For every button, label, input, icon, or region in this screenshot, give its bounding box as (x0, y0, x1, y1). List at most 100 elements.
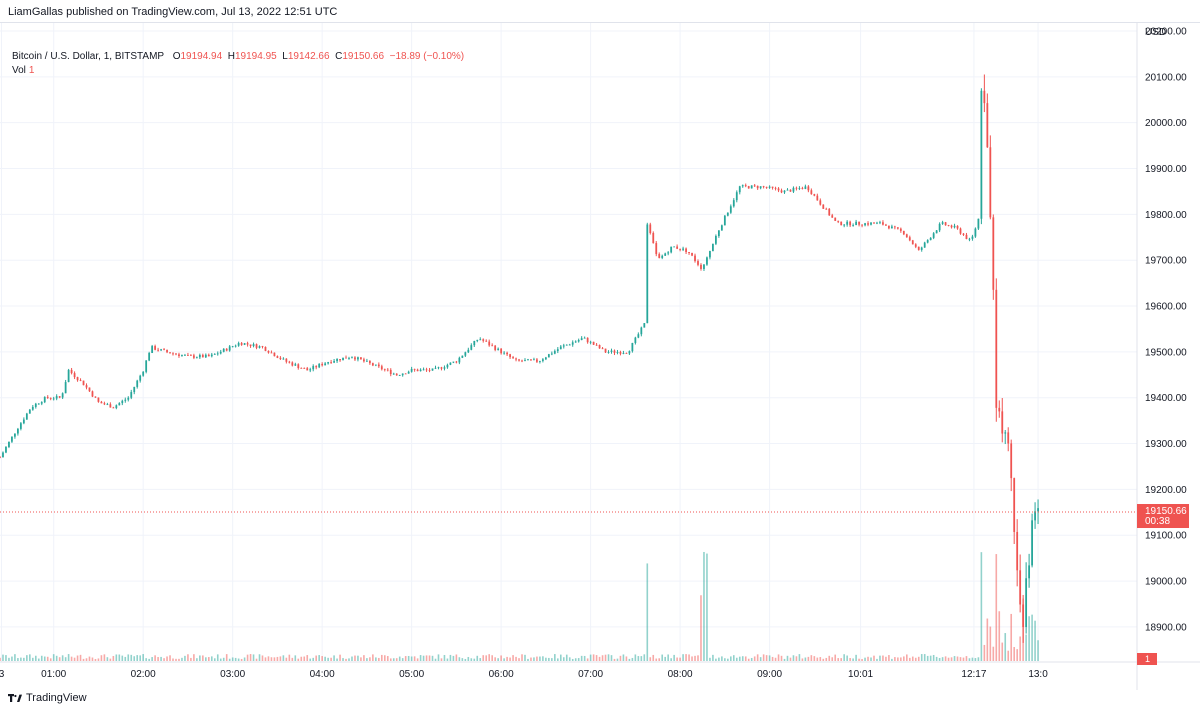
volume-bar (521, 654, 523, 661)
volume-bar (210, 656, 213, 661)
candlestick-chart[interactable]: 20200.00 20100.00 20000.00 19900.00 19800.00… (0, 23, 1200, 690)
candle-body (670, 246, 673, 253)
candle-body (249, 344, 252, 347)
low-value: 19142.66 (287, 51, 330, 62)
candle-body (234, 345, 237, 347)
candle-body (407, 371, 410, 374)
volume-bar (342, 658, 344, 661)
time-tick-label: 3 (0, 669, 5, 680)
volume-bar (944, 656, 947, 661)
candle-body (828, 208, 831, 216)
volume-bar (339, 654, 341, 661)
volume-bar (2, 654, 4, 661)
candle-body (130, 392, 133, 398)
volume-bar (267, 656, 270, 661)
time-tick-label: 10:01 (848, 669, 873, 680)
candle-body (270, 352, 273, 354)
volume-bar (228, 658, 231, 661)
volume-bar (446, 658, 449, 661)
volume-bar (926, 655, 929, 661)
candle-body (37, 403, 40, 405)
candle-body (195, 357, 198, 359)
candle-body (357, 357, 359, 360)
volume-bar (372, 654, 374, 661)
candle-body (210, 354, 213, 357)
candle-body (383, 369, 386, 371)
volume-bar (5, 655, 7, 661)
candle-body (121, 400, 124, 404)
candle-body (154, 346, 157, 350)
volume-bar (551, 658, 553, 661)
candle-body (288, 361, 291, 363)
candle-body (619, 352, 622, 354)
candle-body (377, 364, 380, 367)
candle-body (452, 361, 455, 363)
volume-bar (667, 654, 669, 661)
volume-bar (655, 658, 658, 661)
volume-bar (225, 654, 228, 661)
volume-bar (1004, 633, 1007, 661)
candle-body (652, 233, 655, 244)
volume-bar (750, 657, 753, 661)
candle-body (258, 346, 261, 348)
candle-body (888, 225, 890, 229)
candle-body (207, 354, 210, 357)
volume-bar (998, 611, 1001, 661)
volume-bar (691, 656, 693, 661)
volume-bar (345, 658, 347, 661)
volume-bar (506, 656, 508, 661)
tradingview-footer[interactable]: TradingView (8, 690, 87, 706)
volume-bar (649, 657, 652, 661)
candle-body (1004, 432, 1007, 434)
candle-body (831, 215, 834, 218)
candle-body (664, 253, 667, 256)
volume-bar (240, 658, 243, 661)
candle-body (476, 339, 479, 341)
candle-body (562, 345, 565, 347)
volume-bar (1034, 620, 1036, 661)
volume-bar (759, 657, 762, 661)
volume-bar (783, 658, 786, 661)
volume-bar (959, 657, 962, 661)
volume-bar (574, 658, 577, 661)
volume-bar (849, 658, 851, 661)
volume-bar (724, 658, 726, 661)
volume-bar (494, 657, 496, 661)
candle-body (79, 380, 82, 382)
chart-frame[interactable]: 20200.00 20100.00 20000.00 19900.00 19800.00… (0, 22, 1200, 690)
volume-bar (222, 657, 225, 661)
volume-bar (324, 656, 326, 661)
volume-bar (219, 658, 222, 661)
candle-body (437, 367, 440, 369)
candle-body (300, 367, 303, 369)
candle-body (267, 350, 270, 353)
volume-bar (643, 654, 646, 661)
candle-body (22, 419, 25, 424)
candle-body (184, 354, 186, 356)
candle-body (899, 228, 902, 231)
candle-body (49, 397, 52, 399)
volume-bar (363, 655, 365, 661)
candle-body (198, 354, 201, 358)
candle-body (94, 396, 97, 398)
volume-bar (106, 657, 109, 661)
candle-body (34, 403, 37, 407)
price-axis: 20200.00 20100.00 20000.00 19900.00 19800.00… (1145, 27, 1187, 634)
volume-bar (738, 656, 741, 661)
time-tick-label: 06:00 (489, 669, 514, 680)
candle-body (553, 351, 556, 354)
volume-bar (1028, 616, 1030, 661)
volume-bar (819, 657, 822, 661)
candle-body (983, 90, 986, 104)
volume-bar (503, 658, 505, 661)
time-tick-label: 08:00 (668, 669, 693, 680)
volume-bar (491, 655, 493, 661)
volume-bar (917, 656, 920, 661)
candle-body (771, 186, 774, 188)
candle-body (157, 349, 159, 351)
candle-body (649, 224, 652, 234)
candle-body (980, 90, 983, 219)
volume-bar (622, 654, 625, 661)
candle-body (676, 246, 679, 249)
candle-body (172, 353, 174, 355)
